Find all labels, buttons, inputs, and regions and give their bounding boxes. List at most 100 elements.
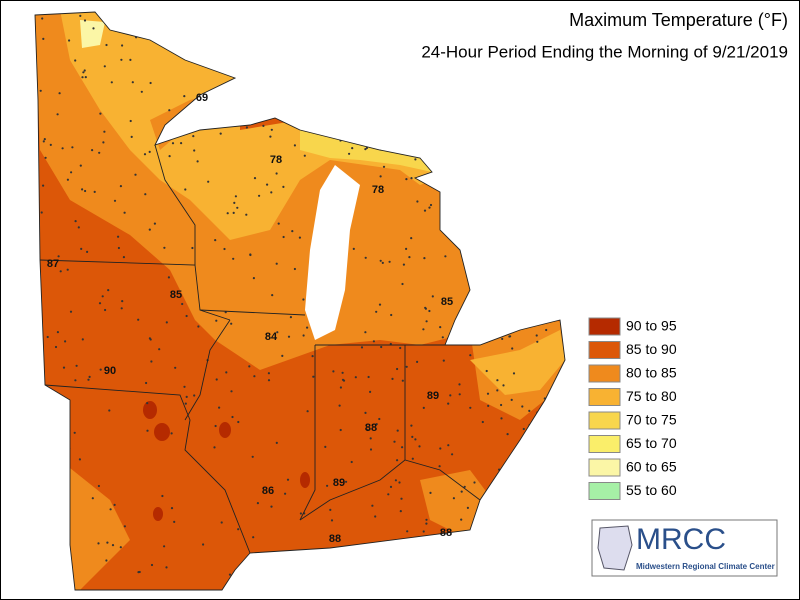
station-dot <box>66 268 69 271</box>
station-dot <box>369 390 372 393</box>
station-dot <box>389 485 393 488</box>
station-dot <box>231 415 234 419</box>
station-dot <box>332 370 335 373</box>
legend-swatch <box>588 341 621 359</box>
legend-swatch <box>588 364 621 383</box>
station-dot <box>500 417 503 420</box>
station-dot <box>103 130 106 133</box>
station-dot <box>64 340 67 343</box>
station-dot <box>232 211 235 214</box>
station-dot <box>416 200 419 203</box>
station-dot <box>270 191 273 194</box>
station-dot <box>130 135 133 138</box>
station-dot <box>270 505 273 508</box>
station-label: 88 <box>329 533 341 545</box>
station-dot <box>103 65 106 68</box>
station-dot <box>120 58 123 61</box>
station-dot <box>302 298 305 301</box>
legend-label: 55 to 60 <box>626 482 677 498</box>
station-dot <box>84 76 87 79</box>
station-label: 69 <box>196 92 208 104</box>
station-dot <box>511 347 514 350</box>
station-dot <box>61 147 64 150</box>
station-dot <box>101 295 104 298</box>
station-dot <box>496 379 499 382</box>
station-dot <box>46 335 49 339</box>
station-dot <box>410 177 413 180</box>
station-dot <box>232 257 235 260</box>
station-label: 87 <box>47 258 59 270</box>
station-dot <box>371 504 374 507</box>
station-dot <box>311 355 314 358</box>
station-dot <box>398 481 401 484</box>
station-dot <box>350 460 353 464</box>
station-dot <box>522 427 525 431</box>
station-dot <box>338 404 341 407</box>
state-border <box>315 344 445 460</box>
station-dot <box>253 375 256 378</box>
station-dot <box>299 512 302 515</box>
station-dot <box>119 185 122 188</box>
station-dot <box>438 465 441 468</box>
station-dot <box>163 246 166 249</box>
station-dot <box>129 58 132 62</box>
station-dot <box>306 326 309 329</box>
station-dot <box>302 334 305 337</box>
legend-swatch <box>588 458 621 477</box>
station-dot <box>360 346 364 349</box>
station-dot <box>287 335 291 338</box>
state-border <box>39 259 231 321</box>
legend-swatch <box>588 388 621 406</box>
station-dot <box>271 294 274 297</box>
station-dot <box>219 132 222 135</box>
station-dot <box>364 411 367 414</box>
station-dot <box>42 140 45 143</box>
station-dot <box>298 236 301 239</box>
station-dot <box>105 43 108 47</box>
station-dot <box>324 445 327 448</box>
station-dot <box>380 345 383 349</box>
station-dot <box>289 316 292 319</box>
station-dot <box>150 563 154 567</box>
station-dot <box>367 375 370 379</box>
station-dot <box>223 247 226 251</box>
station-label: 84 <box>265 331 278 343</box>
station-dot <box>70 171 73 174</box>
station-dot <box>117 235 120 238</box>
station-dot <box>44 156 47 159</box>
legend-label: 65 to 70 <box>626 435 677 451</box>
station-dot <box>447 402 450 405</box>
zone-90-95 <box>219 422 231 438</box>
station-dot <box>372 340 375 343</box>
station-dot <box>58 92 61 95</box>
station-dot <box>466 506 469 509</box>
station-dot <box>143 153 147 156</box>
station-dot <box>303 154 306 157</box>
station-dot <box>381 261 384 264</box>
station-dot <box>193 149 196 152</box>
station-dot <box>424 306 427 309</box>
station-dot <box>423 257 426 260</box>
station-dot <box>71 146 74 149</box>
state-border <box>299 459 481 521</box>
zone-90-95 <box>300 472 310 488</box>
station-dot <box>148 150 151 153</box>
station-dot <box>56 113 59 116</box>
station-dot <box>98 302 102 305</box>
station-dot <box>485 369 488 373</box>
station-dot <box>131 81 134 84</box>
station-dot <box>535 334 538 337</box>
station-dot <box>93 190 96 193</box>
station-dot <box>500 403 503 407</box>
station-dot <box>54 345 58 349</box>
legend-swatch <box>588 482 621 500</box>
station-dot <box>180 142 183 145</box>
station-dot <box>78 458 81 461</box>
station-dot <box>408 256 411 259</box>
station-dot <box>193 394 196 397</box>
station-dot <box>225 371 228 374</box>
station-dot <box>330 519 334 522</box>
station-dot <box>68 39 71 42</box>
station-dot <box>83 19 87 22</box>
station-dot <box>62 366 66 369</box>
